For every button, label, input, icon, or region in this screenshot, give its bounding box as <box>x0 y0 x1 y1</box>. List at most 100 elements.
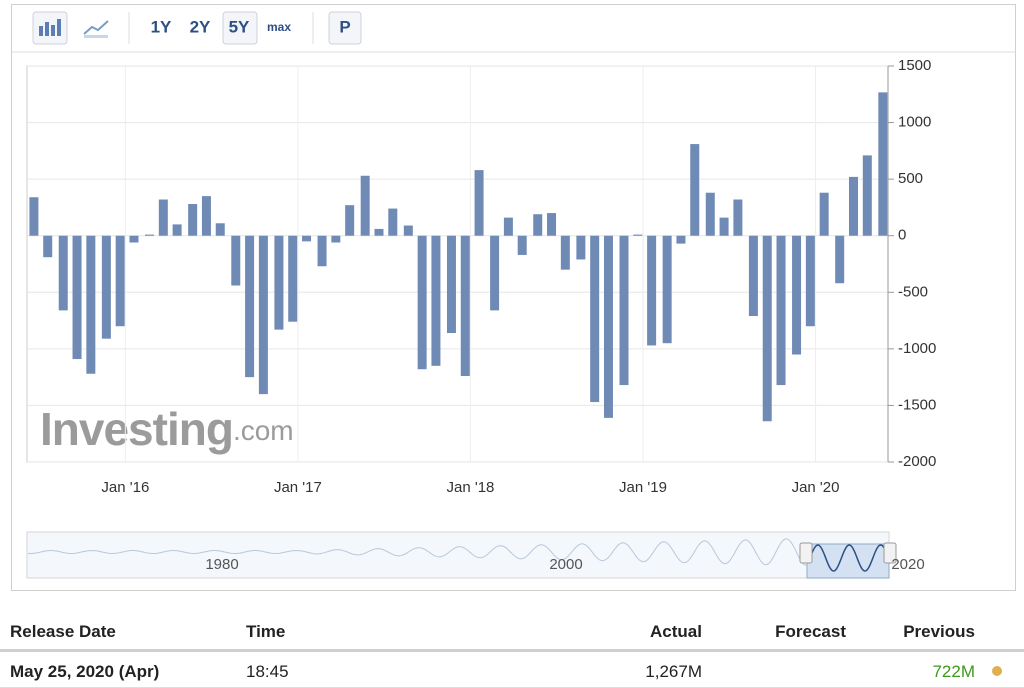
status-dot <box>992 666 1002 676</box>
x-tick-label: Jan '19 <box>619 479 667 496</box>
bar[interactable] <box>431 235 441 366</box>
bar[interactable] <box>619 235 629 386</box>
previous: 722M <box>932 662 975 681</box>
bar[interactable] <box>547 213 557 236</box>
bar[interactable] <box>388 208 398 236</box>
bar[interactable] <box>302 235 312 242</box>
bar[interactable] <box>345 205 355 236</box>
watermark: Investing.com <box>40 403 294 455</box>
bar[interactable] <box>231 235 241 286</box>
icon-line-chart[interactable] <box>83 20 109 38</box>
y-tick-label: -1500 <box>898 396 936 413</box>
range-button[interactable]: max <box>267 20 291 34</box>
bar[interactable] <box>172 224 182 236</box>
y-tick-label: -2000 <box>898 453 936 470</box>
bar[interactable] <box>446 235 456 334</box>
navigator-label: 2000 <box>549 556 582 573</box>
bar[interactable] <box>848 176 858 236</box>
bar[interactable] <box>762 235 772 422</box>
bar[interactable] <box>633 234 643 236</box>
range-button[interactable]: 5Y <box>229 17 250 36</box>
bar[interactable] <box>129 235 139 243</box>
bar[interactable] <box>115 235 125 327</box>
y-tick-label: 1000 <box>898 114 931 131</box>
bar[interactable] <box>43 235 53 258</box>
bar[interactable] <box>590 235 600 403</box>
x-tick-label: Jan '17 <box>274 479 322 496</box>
bar[interactable] <box>460 235 470 377</box>
bar[interactable] <box>805 235 815 327</box>
table-row: May 25, 2020 (Apr) 18:45 1,267M 722M <box>0 652 1024 688</box>
navigator-label: 2020 <box>891 556 924 573</box>
bar[interactable] <box>517 235 527 255</box>
time: 18:45 <box>246 662 289 681</box>
bar[interactable] <box>733 199 743 236</box>
print-button[interactable]: P <box>339 17 350 36</box>
bar[interactable] <box>835 235 845 284</box>
header-cell: Forecast <box>775 622 846 641</box>
active-range-box <box>222 11 258 45</box>
bar[interactable] <box>676 235 686 244</box>
bar[interactable] <box>145 234 155 236</box>
header-cell: Actual <box>650 622 702 641</box>
bar[interactable] <box>158 199 168 236</box>
bar[interactable] <box>503 217 513 236</box>
actual: 1,267M <box>645 662 702 681</box>
chart-frame <box>11 4 1016 591</box>
bar[interactable] <box>819 192 829 236</box>
x-tick-label: Jan '16 <box>101 479 149 496</box>
bar[interactable] <box>245 235 255 378</box>
bar[interactable] <box>331 235 341 243</box>
header-cell: Previous <box>903 622 975 641</box>
bar[interactable] <box>274 235 284 330</box>
watermark-main: Investing <box>40 403 233 455</box>
bar[interactable] <box>288 235 298 322</box>
bar[interactable] <box>201 196 211 236</box>
release-table: Release Date Time Actual Forecast Previo… <box>0 612 1024 688</box>
bar[interactable] <box>576 235 586 260</box>
bar[interactable] <box>374 228 384 236</box>
bar[interactable] <box>560 235 570 270</box>
bar[interactable] <box>792 235 802 355</box>
table-header: Release Date Time Actual Forecast Previo… <box>0 612 1024 652</box>
bar[interactable] <box>258 235 268 395</box>
x-tick-label: Jan '20 <box>792 479 840 496</box>
bar[interactable] <box>603 235 613 418</box>
range-button[interactable]: 2Y <box>190 17 211 36</box>
bar[interactable] <box>317 235 327 267</box>
icon-bar-chart[interactable] <box>32 11 68 45</box>
bar[interactable] <box>101 235 111 339</box>
bar[interactable] <box>862 155 872 236</box>
bar[interactable] <box>662 235 672 344</box>
bar[interactable] <box>29 197 39 236</box>
range-button[interactable]: 1Y <box>151 17 172 36</box>
bar[interactable] <box>215 223 225 236</box>
bar[interactable] <box>647 235 657 346</box>
bar[interactable] <box>690 144 700 236</box>
bar[interactable] <box>58 235 68 311</box>
bar[interactable] <box>417 235 427 370</box>
bar[interactable] <box>719 217 729 236</box>
release-date: May 25, 2020 (Apr) <box>10 662 160 681</box>
bar[interactable] <box>86 235 96 374</box>
bar[interactable] <box>705 192 715 236</box>
x-tick-label: Jan '18 <box>446 479 494 496</box>
navigator-handle[interactable] <box>799 542 813 564</box>
bar[interactable] <box>533 214 543 236</box>
bar[interactable] <box>776 235 786 386</box>
bar[interactable] <box>748 235 758 317</box>
navigator-series <box>27 538 807 567</box>
navigator <box>26 531 897 579</box>
bar[interactable] <box>403 225 413 236</box>
print-button-box <box>328 11 362 45</box>
bar[interactable] <box>188 204 198 236</box>
bar[interactable] <box>360 175 370 236</box>
navigator-handle[interactable] <box>883 542 897 564</box>
bar[interactable] <box>474 170 484 236</box>
navigator-window[interactable] <box>806 543 890 579</box>
bar[interactable] <box>72 235 82 360</box>
bar[interactable] <box>878 92 888 236</box>
bar[interactable] <box>490 235 500 311</box>
watermark-suffix: .com <box>233 415 294 446</box>
